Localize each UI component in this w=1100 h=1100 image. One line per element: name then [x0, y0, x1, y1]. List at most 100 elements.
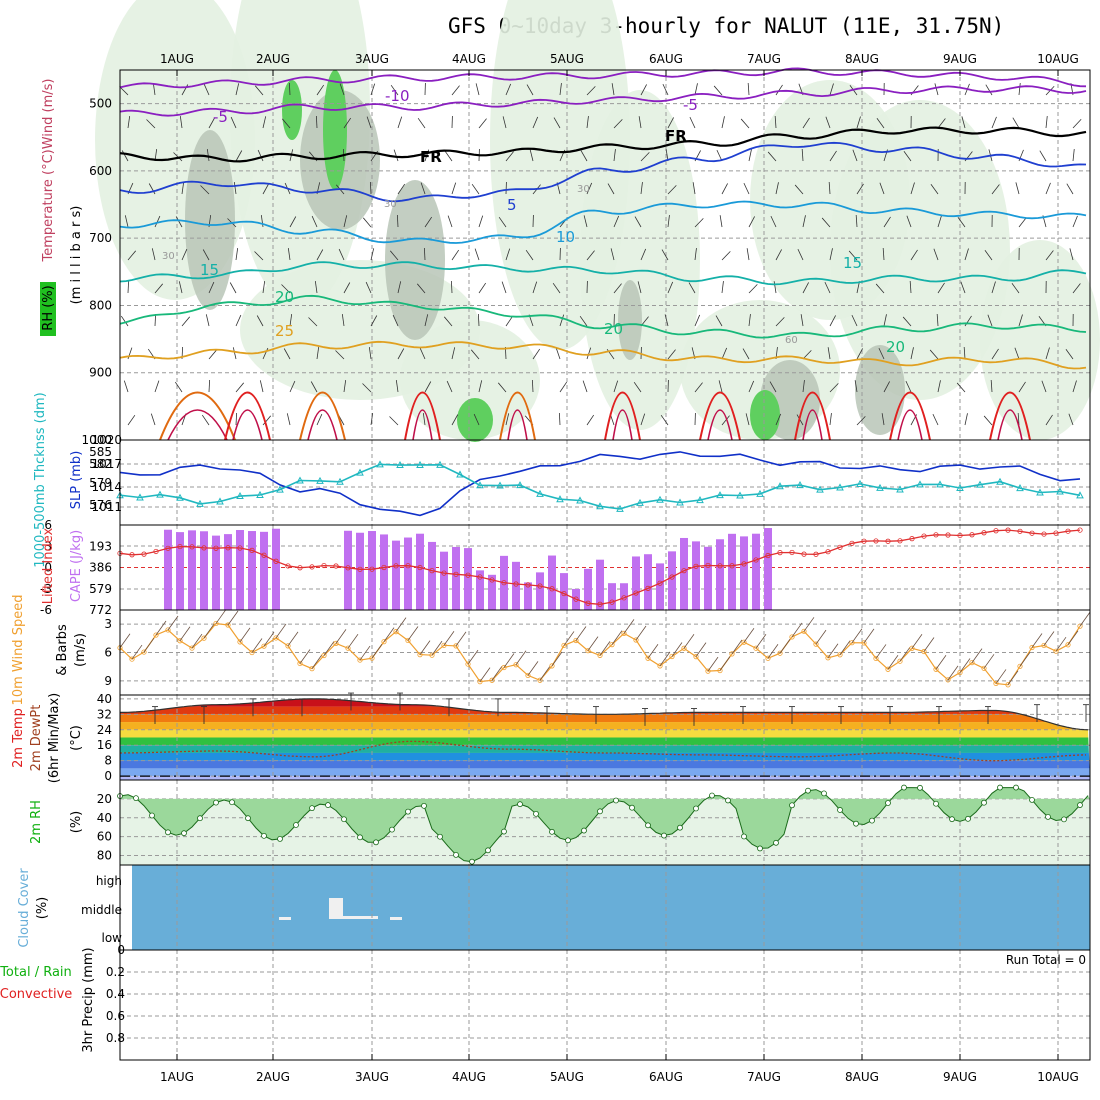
- cape-bar: [680, 537, 688, 610]
- wind-barb-10m: [551, 651, 563, 667]
- wind-speed-point: [717, 667, 723, 674]
- cloud-level-high: high: [96, 874, 122, 888]
- wind-barb: [936, 314, 939, 327]
- wind-barb: [552, 282, 561, 294]
- wind-speed-point: [933, 666, 939, 672]
- wind-barb: [829, 383, 839, 393]
- wind-barb-10m: [791, 622, 803, 638]
- wind-barb: [640, 152, 650, 162]
- thickness-marker: [576, 496, 584, 504]
- wind-barb: [287, 248, 291, 261]
- wind-barb-10m: [347, 633, 359, 649]
- rh-point: [981, 799, 987, 806]
- wind-speed-point: [201, 635, 207, 641]
- rh-shade-dark-5: [855, 345, 905, 435]
- thickness-marker: [296, 476, 304, 484]
- wind-barb: [748, 284, 758, 294]
- rh-shade-3: [400, 320, 540, 440]
- cape-bar: [704, 546, 712, 610]
- wind-barb: [882, 248, 885, 261]
- wind-barb: [879, 182, 885, 195]
- wind-speed-point: [237, 639, 243, 645]
- wind-speed-point: [393, 629, 399, 635]
- wind-barb: [127, 116, 131, 129]
- thickness-marker: [816, 485, 824, 493]
- wind-barb: [424, 381, 432, 393]
- cloud-gap-1: [329, 898, 343, 919]
- temp-2m-line: [120, 698, 1089, 731]
- wind-barb: [583, 215, 588, 228]
- cape-bar: [536, 572, 544, 610]
- wind-barb: [200, 185, 210, 195]
- cape-bar: [656, 563, 664, 610]
- lifted-index-tick-0: -6: [40, 603, 52, 617]
- temp-band-2: [120, 714, 1090, 723]
- wind-speed-point: [297, 660, 303, 667]
- contour-label-9: 20: [275, 288, 294, 306]
- wind-speed-point: [513, 662, 519, 668]
- wind-barb: [1018, 83, 1021, 96]
- wind-tick-0: 3: [104, 617, 112, 631]
- cape-bar: [584, 568, 592, 610]
- rh-tick-1: 40: [97, 811, 112, 825]
- lifted-index-point: [897, 538, 903, 544]
- lifted-index-point: [501, 580, 507, 586]
- isotherm-10: [119, 200, 1087, 244]
- wind-barb: [933, 248, 939, 261]
- wind-barb: [910, 249, 918, 261]
- wind-barb: [365, 281, 372, 294]
- wind-barb: [532, 348, 541, 360]
- precip-tick-3: 0.6: [106, 1009, 125, 1023]
- lifted-index-point: [513, 581, 519, 587]
- wind-speed-point: [441, 642, 447, 648]
- temp-band-8: [120, 760, 1090, 769]
- wind-barb: [906, 215, 912, 228]
- wind-barb: [1041, 380, 1047, 393]
- wind-barb: [311, 215, 318, 228]
- wind-barb: [611, 83, 615, 96]
- wind-barb-10m: [923, 637, 935, 652]
- temp-band-6: [120, 745, 1090, 753]
- wind-barb: [422, 413, 426, 426]
- wind-barb: [179, 116, 183, 129]
- wind-barb: [181, 182, 185, 195]
- surface-heat-arch-7: [794, 391, 831, 441]
- rh-point: [1061, 816, 1067, 823]
- wind-barb-10m: [1031, 633, 1043, 648]
- wind-barb: [1072, 283, 1081, 294]
- date-label-bottom: 9AUG: [943, 1070, 977, 1084]
- lifted-index-point: [249, 547, 255, 553]
- wind-barb: [662, 83, 669, 96]
- wind-barb: [424, 314, 429, 327]
- rh-point: [533, 810, 539, 817]
- pressure-tick-3: 800: [89, 298, 112, 312]
- wind-barb-10m: [131, 644, 143, 660]
- wind-barb: [1014, 347, 1020, 360]
- thickness-tick-1: 582: [89, 457, 112, 471]
- thickness-marker: [1076, 491, 1084, 499]
- lifted-index-point: [789, 549, 795, 556]
- temp-band-3: [120, 722, 1090, 730]
- wind-barb-10m: [119, 633, 131, 649]
- cape-bar: [380, 534, 388, 610]
- thickness-marker: [716, 491, 724, 499]
- wind-barb: [478, 118, 487, 129]
- lifted-index-point: [861, 538, 867, 544]
- wind-speed-point: [249, 649, 255, 656]
- wind-barb: [148, 183, 156, 195]
- wind-barb: [1045, 250, 1054, 261]
- wind-speed-point: [357, 657, 363, 663]
- wind-barb: [478, 380, 483, 393]
- thickness-marker: [556, 495, 564, 503]
- wind-barb: [607, 183, 615, 195]
- wind-barb: [613, 215, 620, 228]
- wind-barb-10m: [179, 626, 191, 641]
- wind-speed-point: [981, 665, 987, 671]
- wind-barb: [206, 149, 210, 162]
- thickness-marker: [1016, 484, 1024, 492]
- precip-total-label: Total / Rain: [0, 965, 72, 980]
- wind-speed-point: [573, 637, 579, 644]
- wind-speed-point: [213, 620, 219, 627]
- wind-barb-10m: [935, 655, 947, 670]
- lifted-index-point: [933, 532, 939, 538]
